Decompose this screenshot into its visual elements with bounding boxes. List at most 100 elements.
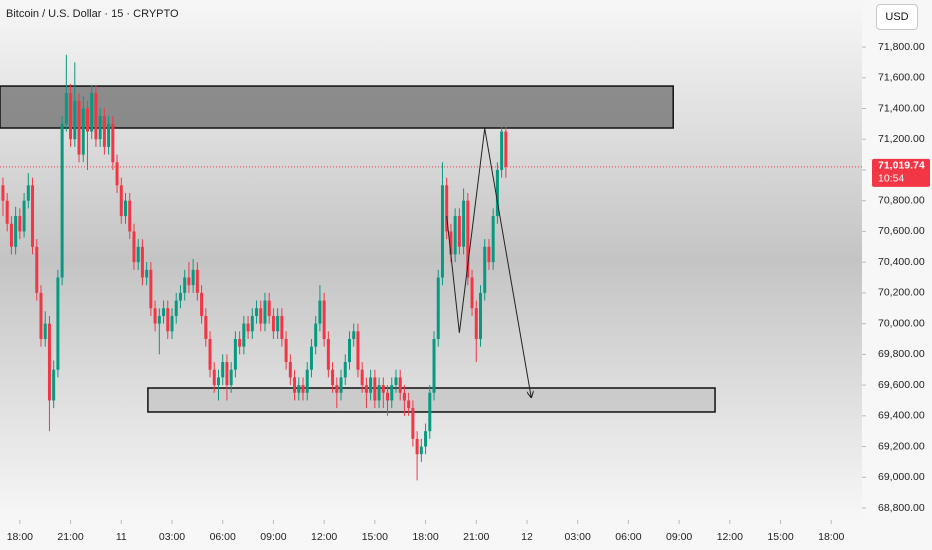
candle-body	[394, 377, 398, 386]
candle-body	[39, 292, 43, 339]
candle-body	[487, 246, 491, 263]
candle-body	[347, 338, 351, 363]
candle-body	[419, 446, 423, 455]
y-tick-label: 69,600.00	[878, 379, 925, 391]
candle-body	[267, 300, 271, 316]
candle-body	[466, 200, 470, 278]
candle-body	[453, 216, 457, 255]
candle-body	[339, 377, 343, 393]
chart-title: Bitcoin / U.S. Dollar · 15 · CRYPTO	[6, 8, 179, 20]
candle-body	[35, 246, 39, 293]
currency-button[interactable]: USD	[876, 4, 918, 30]
candle-body	[26, 185, 30, 201]
candle-body	[73, 100, 77, 140]
candle-body	[377, 385, 381, 401]
x-tick-label: 15:00	[362, 531, 388, 543]
candle-body	[216, 377, 220, 386]
candle-body	[373, 377, 377, 401]
candle-body	[491, 216, 495, 263]
x-tick-label: 18:00	[7, 531, 33, 543]
candle-body	[5, 200, 9, 224]
candle-body	[301, 385, 305, 393]
x-tick-label: 09:00	[260, 531, 286, 543]
countdown-label: 10:54	[878, 173, 904, 185]
x-tick-label: 09:00	[666, 531, 692, 543]
candle-body	[381, 385, 385, 393]
candle-body	[288, 362, 292, 378]
candle-body	[242, 323, 246, 347]
candle-body	[43, 323, 47, 339]
candle-body	[440, 185, 444, 278]
y-tick-label: 69,800.00	[878, 348, 925, 360]
candle-body	[102, 116, 106, 147]
candle-body	[255, 308, 259, 316]
candle-body	[14, 216, 18, 247]
candle-body	[271, 315, 275, 332]
candle-body	[280, 315, 284, 339]
zone	[147, 387, 716, 413]
candle-body	[212, 369, 216, 386]
candle-body	[119, 185, 123, 217]
candle-body	[191, 269, 195, 286]
candle-body	[424, 431, 428, 447]
x-tick-label: 03:00	[565, 531, 591, 543]
candle-body	[364, 385, 368, 393]
y-tick-label: 71,400.00	[878, 102, 925, 114]
candle-body	[178, 292, 182, 301]
candle-body	[98, 116, 102, 140]
candle-body	[462, 200, 466, 247]
candle-body	[250, 315, 254, 332]
candle-body	[314, 323, 318, 347]
candle-body	[9, 223, 13, 247]
candle-body	[111, 123, 115, 163]
candle-body	[402, 392, 406, 401]
candle-body	[432, 338, 436, 393]
candle-body	[495, 169, 499, 217]
candle-body	[157, 315, 161, 324]
candle-body	[195, 269, 199, 293]
candle-body	[136, 246, 140, 263]
pattern-drawing	[446, 128, 532, 397]
candle-body	[386, 392, 390, 401]
candle-body	[233, 338, 237, 370]
candle-body	[69, 93, 73, 140]
candle-body	[474, 308, 478, 339]
y-tick-label: 69,200.00	[878, 440, 925, 452]
candle-body	[94, 93, 98, 140]
candle-body	[124, 200, 128, 217]
candle-body	[170, 315, 174, 332]
candle-body	[229, 369, 233, 386]
candle-body	[90, 93, 94, 132]
time-axis-panel	[0, 520, 862, 550]
candle-body	[360, 369, 364, 386]
candle-body	[411, 408, 415, 439]
candle-body	[390, 385, 394, 401]
candle-body	[322, 300, 326, 339]
candle-body	[445, 185, 449, 232]
x-tick-label: 18:00	[412, 531, 438, 543]
candle-body	[204, 315, 208, 339]
y-tick-label: 69,000.00	[878, 471, 925, 483]
candle-body	[246, 323, 250, 332]
candle-body	[238, 338, 242, 347]
x-tick-label: 15:00	[767, 531, 793, 543]
candle-body	[369, 377, 373, 393]
candle-body	[162, 308, 166, 316]
candle-body	[145, 269, 149, 278]
candle-body	[343, 362, 347, 378]
candle-body	[200, 292, 204, 316]
candle-body	[305, 369, 309, 393]
candle-body	[221, 362, 225, 378]
candle-body	[64, 93, 68, 124]
candle-body	[293, 377, 297, 393]
candle-body	[132, 231, 136, 263]
last-price-badge	[872, 158, 930, 187]
y-tick-label: 70,800.00	[878, 194, 925, 206]
candle-body	[276, 315, 280, 332]
candle-body	[335, 385, 339, 393]
candle-body	[479, 292, 483, 339]
last-price-label: 71,019.74	[878, 160, 925, 172]
y-tick-label: 69,400.00	[878, 410, 925, 422]
x-tick-label: 11	[116, 531, 127, 543]
